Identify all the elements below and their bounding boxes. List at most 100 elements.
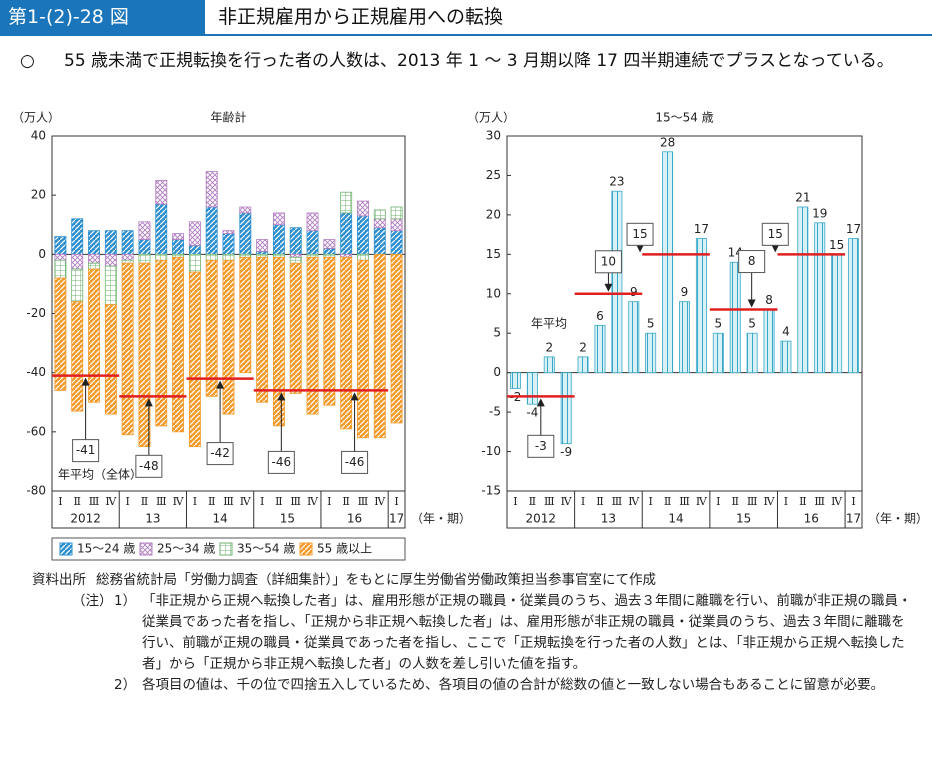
bar (645, 332, 657, 374)
x-tick-label: Ⅲ (358, 495, 369, 508)
average-label-box (267, 450, 295, 474)
source-label: 資料出所 (32, 572, 86, 588)
note-number: 2） (114, 677, 137, 693)
bar-segment (239, 253, 252, 258)
bar-segment (54, 259, 67, 279)
x-tick-label: Ⅰ (58, 495, 62, 508)
bar-segment (121, 253, 134, 261)
legend-swatch (139, 542, 153, 556)
bar-segment (205, 259, 218, 397)
value-label: 5 (714, 317, 722, 331)
year-label: 13 (601, 512, 616, 526)
y-axis-label: （万人） (12, 111, 60, 125)
bar-segment (239, 206, 252, 214)
bar-segment (104, 265, 117, 306)
y-tick-label: -80 (26, 484, 46, 498)
x-tick-label: Ⅱ (342, 495, 349, 508)
average-label: -42 (210, 446, 230, 460)
bar (763, 309, 775, 374)
value-label: -9 (560, 445, 572, 459)
value-label: 17 (694, 222, 709, 236)
average-label-box (135, 454, 163, 478)
bar-segment (205, 206, 218, 255)
arrow-head (747, 299, 756, 308)
figure-title: 非正規雇用から正規雇用への転換 (218, 6, 504, 28)
value-label: 28 (660, 135, 675, 149)
value-label: 2 (579, 340, 587, 354)
legend-swatch (219, 542, 233, 556)
average-label-box (527, 434, 555, 458)
bar (780, 340, 792, 374)
x-tick-label: Ⅰ (193, 495, 197, 508)
bar-segment (390, 218, 403, 232)
bar (611, 190, 623, 374)
bar-segment (104, 230, 117, 255)
arrow-head (636, 244, 645, 253)
average-label: -48 (139, 459, 159, 473)
bar-segment (138, 239, 151, 255)
y-tick-label: 15 (486, 247, 501, 261)
average-label: -46 (272, 455, 292, 469)
bar-segment (138, 253, 151, 264)
bar (831, 253, 843, 374)
bar-segment (390, 253, 403, 424)
bar (679, 301, 690, 374)
x-tick-label: Ⅰ (513, 495, 517, 508)
bar-segment (54, 277, 67, 391)
lead: ○ 55 歳未満で正規転換を行った者の人数は、2013 年 1 ～ 3 月期以降… (20, 48, 920, 74)
note-text: 「非正規から正規へ転換した者」は、雇用形態が正規の職員・従業員のうち、過去３年間… (142, 593, 912, 672)
bar-segment (272, 224, 285, 255)
x-tick-label: Ⅱ (799, 495, 806, 508)
bar-segment (155, 253, 168, 261)
value-label: 5 (647, 317, 655, 331)
bar-segment (172, 253, 185, 258)
bar (662, 151, 674, 374)
x-tick-label: Ⅰ (327, 495, 331, 508)
x-tick-label: Ⅰ (649, 495, 653, 508)
bar-segment (340, 253, 353, 258)
average-label: 8 (748, 254, 756, 268)
x-tick-label: Ⅳ (307, 495, 319, 508)
bar-segment (54, 253, 67, 261)
bar-segment (54, 236, 67, 255)
source-row: 資料出所 総務省統計局「労働力調査（詳細集計）」をもとに厚生労働省労働政策担当参… (32, 570, 912, 591)
notes-label: （注） (72, 593, 113, 609)
y-tick-label: 5 (493, 326, 501, 340)
y-tick-label: 0 (493, 365, 501, 379)
x-axis-label: （年・期） (868, 512, 928, 526)
x-tick-label: Ⅳ (105, 495, 117, 508)
x-tick-label: Ⅱ (596, 495, 603, 508)
note-number: 1） (114, 593, 137, 609)
arrow-head (604, 283, 613, 292)
bar-segment (188, 253, 201, 273)
x-tick-label: Ⅳ (173, 495, 185, 508)
bar (543, 356, 555, 374)
bar (797, 206, 809, 374)
value-label: 4 (782, 325, 790, 339)
x-tick-label: Ⅳ (240, 495, 252, 508)
legend-swatch (299, 542, 313, 556)
arrow-head (771, 244, 780, 253)
x-tick-label: Ⅰ (716, 495, 720, 508)
footer: 資料出所 総務省統計局「労働力調査（詳細集計）」をもとに厚生労働省労働政策担当参… (32, 570, 912, 696)
bar (695, 238, 707, 374)
chart-title: 年齢計 (210, 110, 246, 125)
average-label-box (761, 222, 789, 246)
x-tick-label: Ⅰ (581, 495, 585, 508)
value-label: 21 (795, 191, 810, 205)
average-label: 15 (768, 227, 783, 241)
bar-segment (188, 221, 201, 246)
x-tick-label: Ⅱ (529, 495, 536, 508)
x-tick-label: Ⅰ (851, 495, 855, 508)
value-label: 9 (630, 285, 638, 299)
x-tick-label: Ⅱ (731, 495, 738, 508)
bar-segment (71, 253, 84, 270)
x-tick-label: Ⅰ (784, 495, 788, 508)
bar-segment (155, 203, 168, 255)
y-tick-label: -60 (26, 424, 46, 438)
bar-segment (357, 215, 369, 255)
bar-segment (222, 230, 235, 235)
bar-segment (256, 256, 269, 403)
header: 第1-(2)-28 図 非正規雇用から正規雇用への転換 (0, 0, 932, 36)
